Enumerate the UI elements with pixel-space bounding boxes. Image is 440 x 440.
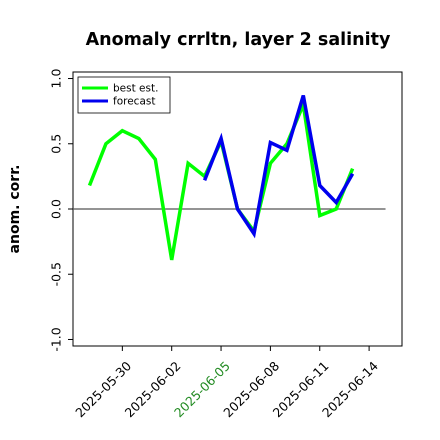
y-tick-label: -0.5 (49, 262, 64, 286)
series-line-forecast (202, 94, 355, 239)
x-ticks: 2025-05-302025-06-022025-06-052025-06-08… (72, 346, 381, 420)
y-tick-label: 0.5 (49, 134, 64, 154)
y-tick-label: -1.0 (49, 327, 64, 351)
legend-label-best-est: best est. (113, 83, 158, 95)
y-axis-label: anom. corr. (7, 165, 23, 254)
y-tick-label: 0.0 (49, 199, 64, 219)
legend: best est. forecast (77, 76, 171, 114)
chart-title: Anomaly crrltn, layer 2 salinity (86, 30, 391, 50)
legend-label-forecast: forecast (113, 96, 155, 108)
legend-box (77, 76, 171, 114)
series-line-best-est (87, 98, 355, 261)
y-ticks: -1.0 -0.5 0.0 0.5 1.0 (49, 69, 73, 352)
series-group (87, 94, 355, 261)
y-tick-label: 1.0 (49, 69, 64, 89)
